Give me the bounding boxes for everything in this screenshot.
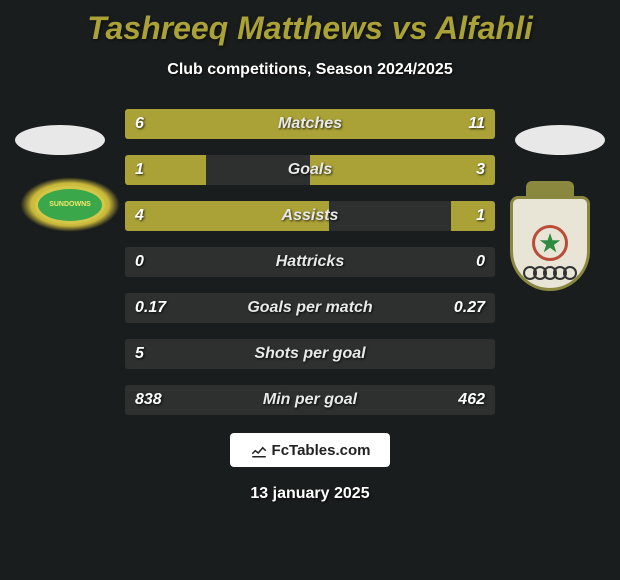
stat-label: Hattricks [125, 247, 495, 277]
stat-value-right: 0.27 [454, 293, 485, 323]
stat-row: 0.17Goals per match0.27 [125, 293, 495, 323]
avatar-left [15, 125, 105, 155]
sundowns-crest-icon: SUNDOWNS [35, 186, 105, 224]
chart-icon [250, 441, 268, 459]
crest-right: ★ [500, 178, 600, 308]
stat-value-right: 1 [476, 201, 485, 231]
footer-date: 13 january 2025 [0, 485, 620, 503]
crest-left: SUNDOWNS [20, 177, 120, 232]
stat-row: 1Goals3 [125, 155, 495, 185]
avatar-right [515, 125, 605, 155]
stat-label: Min per goal [125, 385, 495, 415]
stat-row: 4Assists1 [125, 201, 495, 231]
stat-value-right: 11 [468, 109, 485, 139]
stats-container: 6Matches111Goals34Assists10Hattricks00.1… [125, 109, 495, 415]
stat-row: 838Min per goal462 [125, 385, 495, 415]
stat-row: 0Hattricks0 [125, 247, 495, 277]
footer-brand-text: FcTables.com [272, 442, 371, 459]
footer-brand-badge: FcTables.com [230, 433, 390, 467]
page-subtitle: Club competitions, Season 2024/2025 [0, 61, 620, 79]
stat-label: Goals [125, 155, 495, 185]
stat-label: Goals per match [125, 293, 495, 323]
stat-label: Assists [125, 201, 495, 231]
stat-label: Matches [125, 109, 495, 139]
stat-value-right: 3 [476, 155, 485, 185]
stat-value-right: 0 [476, 247, 485, 277]
far-rabat-crest-icon: ★ [510, 196, 590, 291]
stat-label: Shots per goal [125, 339, 495, 369]
page-title: Tashreeq Matthews vs Alfahli [0, 0, 620, 47]
stat-row: 6Matches11 [125, 109, 495, 139]
stat-value-right: 462 [458, 385, 485, 415]
stat-row: 5Shots per goal [125, 339, 495, 369]
